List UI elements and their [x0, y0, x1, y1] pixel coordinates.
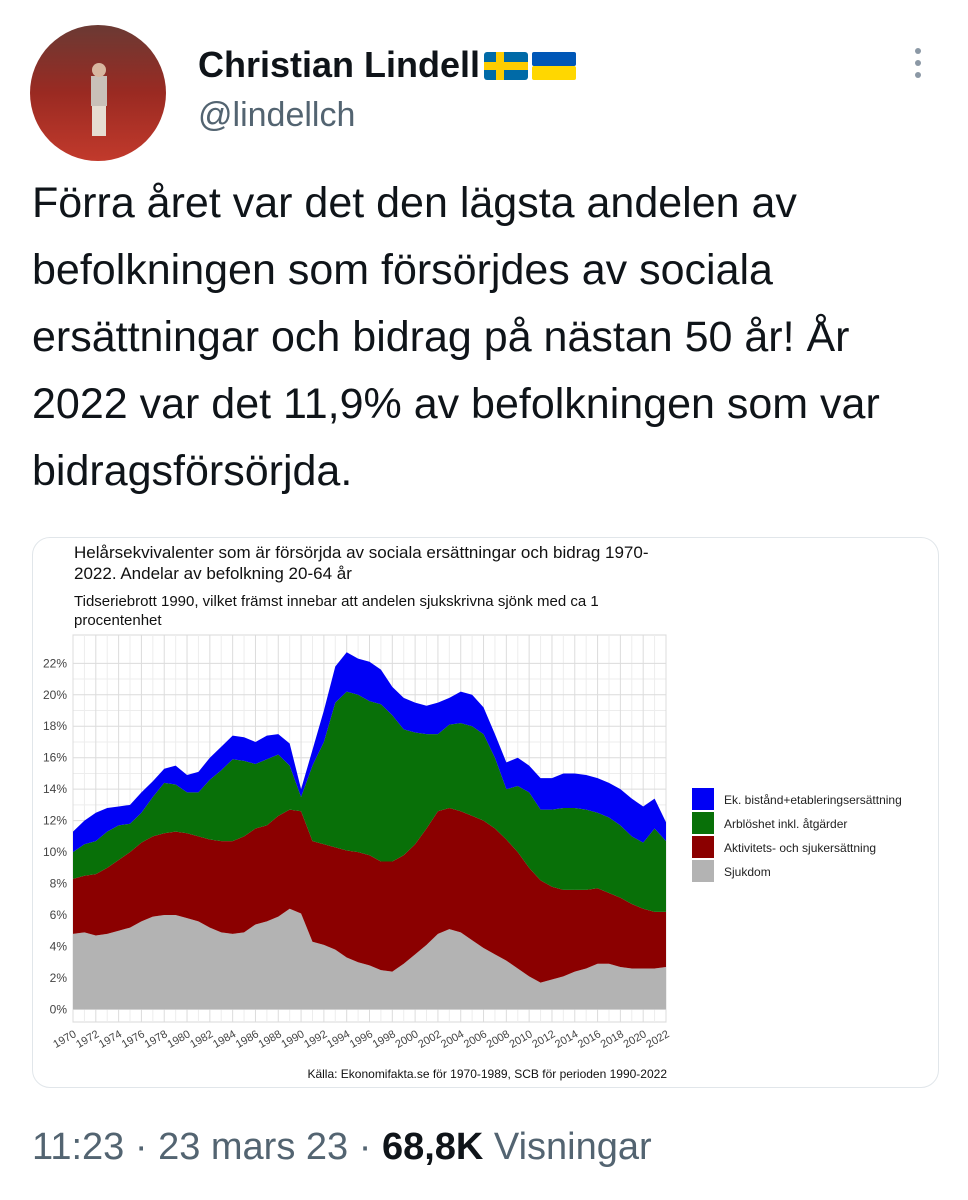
legend-swatch — [692, 860, 714, 882]
more-button[interactable] — [908, 44, 928, 84]
y-tick-label: 12% — [43, 814, 67, 828]
flags — [484, 52, 577, 80]
legend-label: Sjukdom — [724, 865, 771, 879]
separator: · — [358, 1126, 372, 1168]
views-label: Visningar — [493, 1126, 652, 1168]
y-tick-label: 14% — [43, 782, 67, 796]
area — [73, 691, 666, 912]
y-tick-label: 10% — [43, 845, 67, 859]
media-card[interactable] — [32, 537, 939, 1088]
author-name-text[interactable]: Christian Lindell — [198, 44, 481, 85]
legend-swatch — [692, 812, 714, 834]
chart-source: Källa: Ekonomifakta.se för 1970-1989, SC… — [307, 1067, 667, 1081]
views-count: 68,8K — [381, 1126, 484, 1168]
legend-label: Ek. bistånd+etableringsersättning — [724, 793, 902, 807]
chart-title: Helårsekvivalenter som är försörjda av s… — [74, 543, 649, 583]
legend-swatch — [692, 788, 714, 810]
avatar[interactable] — [29, 24, 167, 162]
time[interactable]: 11:23 — [32, 1126, 125, 1168]
author-handle[interactable]: @lindellch — [198, 96, 356, 134]
area — [73, 808, 666, 983]
y-tick-label: 18% — [43, 719, 67, 733]
y-tick-label: 6% — [50, 908, 68, 922]
author-name[interactable]: Christian Lindell — [198, 44, 578, 86]
y-tick-label: 20% — [43, 688, 67, 702]
area — [73, 652, 666, 853]
y-tick-label: 16% — [43, 751, 67, 765]
y-tick-label: 4% — [50, 939, 68, 953]
date[interactable]: 23 mars 23 — [158, 1126, 349, 1168]
y-tick-label: 8% — [50, 877, 68, 891]
x-tick-label: 2022 — [644, 1028, 671, 1051]
tweet-text: Förra året var det den lägsta andelen av… — [32, 179, 880, 495]
y-tick-label: 2% — [50, 971, 68, 985]
chart-subtitle: Tidseriebrott 1990, vilket främst inneba… — [74, 593, 599, 629]
legend-label: Arblöshet inkl. åtgärder — [724, 817, 847, 831]
legend-label: Aktivitets- och sjukersättning — [724, 841, 876, 855]
area — [73, 908, 666, 1010]
legend-swatch — [692, 836, 714, 858]
y-tick-label: 0% — [50, 1002, 68, 1016]
y-tick-label: 22% — [43, 656, 67, 670]
separator: · — [134, 1126, 148, 1168]
tweet-meta: 11:23 · 23 mars 23 · 68,8K Visningar — [32, 1126, 652, 1169]
